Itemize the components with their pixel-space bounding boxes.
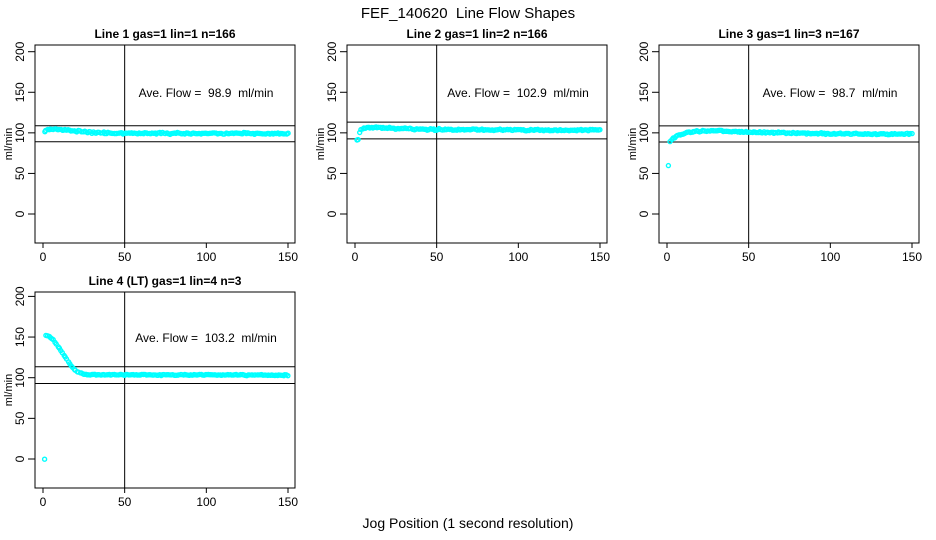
panel-2-y-tick-label: 150 bbox=[325, 82, 339, 102]
panel-1-data-points bbox=[42, 126, 291, 138]
panel-1-x-tick-label: 100 bbox=[196, 250, 216, 264]
data-point bbox=[909, 130, 915, 137]
panel-1-y-tick-label: 0 bbox=[13, 210, 27, 217]
panel-3-x-tick-label: 150 bbox=[902, 250, 922, 264]
panel-2-plot-border bbox=[346, 44, 608, 244]
panel-3-y-axis-label: ml/min bbox=[627, 127, 639, 161]
panel-2-y-tick-label: 200 bbox=[325, 41, 339, 61]
panel-2-title: Line 2 gas=1 lin=2 n=166 bbox=[406, 27, 548, 41]
data-point bbox=[249, 372, 256, 378]
data-point bbox=[262, 372, 269, 378]
x-axis-label: Jog Position (1 second resolution) bbox=[362, 515, 574, 531]
panel-3-y-tick-label: 150 bbox=[637, 82, 651, 102]
panel-1-y-tick-label: 200 bbox=[13, 41, 27, 61]
panel-4-y-tick-label: 50 bbox=[13, 411, 27, 425]
data-point bbox=[285, 130, 291, 136]
panel-2-x-tick-label: 100 bbox=[508, 250, 528, 264]
panel-4-avg-flow-annotation: Ave. Flow = 103.2 ml/min bbox=[135, 331, 277, 345]
panel-3-y-tick-label: 0 bbox=[637, 210, 651, 217]
panel-1-plot-border bbox=[34, 44, 296, 244]
panel-4-x-tick-label: 150 bbox=[278, 495, 298, 509]
panel-1-y-axis-label: ml/min bbox=[3, 127, 15, 161]
panel-3-plot-border bbox=[658, 44, 920, 244]
panel-2-x-tick-label: 150 bbox=[590, 250, 610, 264]
data-point bbox=[907, 130, 913, 137]
data-point bbox=[355, 136, 361, 143]
chart-main-title: FEF_140620 Line Flow Shapes bbox=[360, 5, 576, 22]
panel-1-y-tick-label: 100 bbox=[13, 123, 27, 143]
panel-3-y-tick-label: 200 bbox=[637, 41, 651, 61]
panel-3-x-tick-label: 0 bbox=[664, 250, 671, 264]
panel-1-title: Line 1 gas=1 lin=1 n=166 bbox=[94, 27, 236, 41]
panel-2-avg-flow-annotation: Ave. Flow = 102.9 ml/min bbox=[447, 86, 589, 100]
panel-3-y-tick-label: 50 bbox=[637, 166, 651, 180]
data-point bbox=[464, 126, 470, 133]
panel-2-x-tick-label: 50 bbox=[430, 250, 444, 264]
panel-4-plot-border bbox=[34, 291, 296, 489]
panel-4-x-tick-label: 50 bbox=[118, 495, 132, 509]
panel-4-y-tick-label: 100 bbox=[13, 367, 27, 387]
panel-2-y-tick-label: 50 bbox=[325, 166, 339, 180]
panel-4-y-tick-label: 200 bbox=[13, 286, 27, 306]
panel-3-data-points bbox=[665, 127, 915, 169]
data-point bbox=[665, 162, 672, 169]
panel-4-y-axis-label: ml/min bbox=[3, 373, 15, 407]
panel-1-x-tick-label: 150 bbox=[278, 250, 298, 264]
data-point bbox=[744, 129, 751, 136]
panel-1-x-tick-label: 0 bbox=[40, 250, 47, 264]
data-point bbox=[597, 126, 603, 133]
panel-4: 0 50 100 150 0 50 100 150 200 bbox=[13, 286, 298, 509]
data-point bbox=[175, 372, 182, 378]
panel-3-title: Line 3 gas=1 lin=3 n=167 bbox=[718, 27, 860, 41]
panel-4-title: Line 4 (LT) gas=1 lin=4 n=3 bbox=[88, 274, 242, 288]
panel-2-y-tick-label: 100 bbox=[325, 123, 339, 143]
panel-1-avg-flow-annotation: Ave. Flow = 98.9 ml/min bbox=[138, 86, 274, 100]
panel-4-x-tick-label: 100 bbox=[196, 495, 216, 509]
panel-3-avg-flow-annotation: Ave. Flow = 98.7 ml/min bbox=[762, 86, 898, 100]
panel-1-y-tick-label: 50 bbox=[13, 166, 27, 180]
panel-4-y-tick-label: 150 bbox=[13, 327, 27, 347]
panel-3: 0 50 100 150 0 50 100 150 200 bbox=[637, 41, 922, 264]
panel-2-y-tick-label: 0 bbox=[325, 210, 339, 217]
data-point bbox=[252, 372, 258, 378]
panel-2-y-axis-label: ml/min bbox=[315, 127, 327, 161]
data-point bbox=[41, 456, 48, 462]
panel-3-x-tick-label: 50 bbox=[742, 250, 756, 264]
panel-4-x-tick-label: 0 bbox=[40, 495, 47, 509]
panel-2: 0 50 100 150 0 50 100 150 200 bbox=[325, 41, 610, 264]
data-point bbox=[246, 372, 253, 378]
panel-1-y-tick-label: 150 bbox=[13, 82, 27, 102]
panel-1-x-tick-label: 50 bbox=[118, 250, 132, 264]
panel-3-y-tick-label: 100 bbox=[637, 123, 651, 143]
panel-4-data-points bbox=[41, 332, 291, 462]
data-point bbox=[285, 373, 291, 379]
panel-3-x-tick-label: 100 bbox=[820, 250, 840, 264]
panel-1: 0 50 100 150 0 50 100 150 200 bbox=[13, 41, 298, 264]
panel-2-x-tick-label: 0 bbox=[352, 250, 359, 264]
panel-2-data-points bbox=[354, 124, 603, 143]
panel-4-y-tick-label: 0 bbox=[13, 455, 27, 462]
